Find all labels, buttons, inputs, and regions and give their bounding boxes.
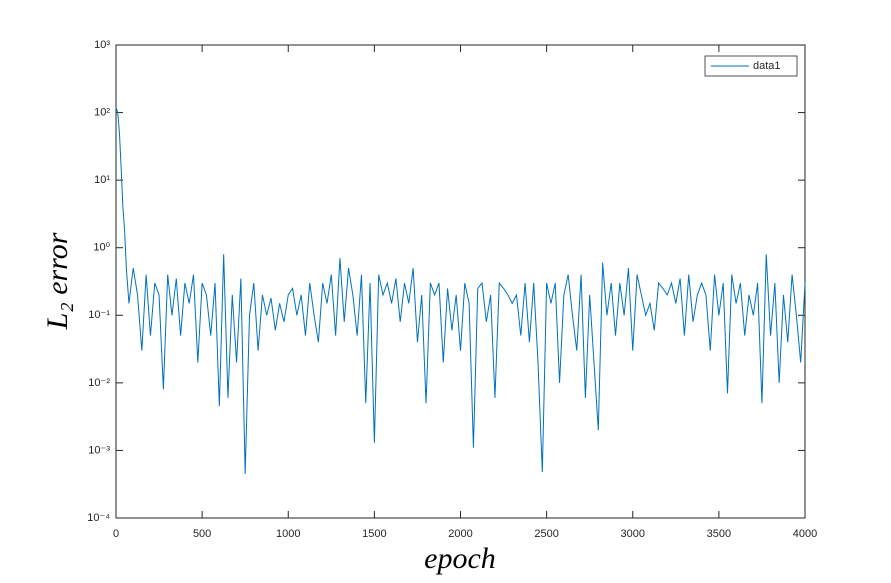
y-axis-label: L₂ error <box>41 232 74 330</box>
x-tick-label: 3000 <box>621 528 645 540</box>
x-tick-label: 1500 <box>362 528 386 540</box>
y-tick-label: 10⁻¹ <box>88 309 110 321</box>
y-tick-label: 10⁻⁴ <box>87 512 110 524</box>
y-tick-label: 10² <box>94 106 110 118</box>
y-tick-label: 10¹ <box>94 174 110 186</box>
plot-area <box>115 44 806 519</box>
x-tick-label: 0 <box>113 528 119 540</box>
y-tick-label: 10⁰ <box>93 242 110 254</box>
x-tick-label: 2000 <box>448 528 472 540</box>
x-tick-label: 1000 <box>276 528 300 540</box>
legend-label: data1 <box>753 60 781 72</box>
data-line <box>115 107 806 474</box>
x-tick-label: 2500 <box>534 528 558 540</box>
y-tick-label: 10⁻² <box>88 377 110 389</box>
y-tick-label: 10³ <box>94 39 110 51</box>
legend-box <box>704 55 798 77</box>
x-axis-label: epoch <box>424 542 496 575</box>
y-tick-label: 10⁻³ <box>88 444 110 456</box>
x-tick-label: 4000 <box>793 528 817 540</box>
x-tick-label: 3500 <box>707 528 731 540</box>
x-tick-label: 500 <box>193 528 211 540</box>
